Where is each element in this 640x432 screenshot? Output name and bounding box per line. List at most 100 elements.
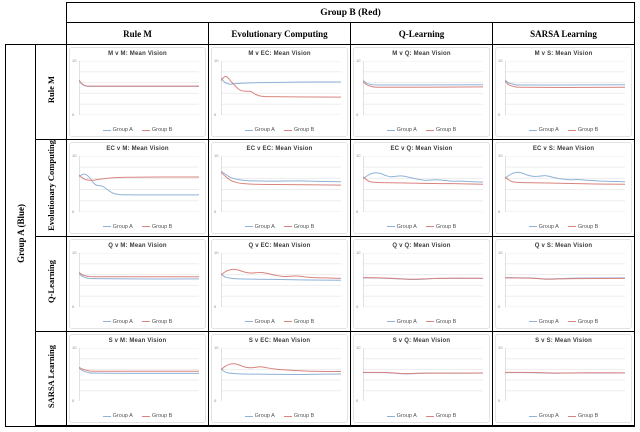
group-b-line-swatch (425, 321, 434, 323)
legend-label-group-b: Group B (293, 223, 315, 230)
chart-cell: M v S: Mean Vision 10 0 Group A Group B (491, 44, 636, 140)
group-a-line-swatch (102, 415, 111, 417)
group-a-line-swatch (244, 226, 253, 228)
chart-cell: S v M: Mean Vision 10 0 Group A Group B (66, 330, 209, 428)
y-axis-max-label: 10 (72, 249, 77, 255)
group-a-line-swatch (528, 129, 537, 131)
chart: M v S: Mean Vision 10 0 Group A Group B (495, 47, 633, 137)
y-axis-max-label: 10 (214, 249, 219, 255)
row-header-evolutionary-computing: Evolutionary Computing (35, 139, 67, 237)
chart-title: S v M: Mean Vision (108, 337, 167, 344)
legend-item-group-a: Group A (386, 223, 417, 230)
legend-item-group-b: Group B (283, 127, 315, 133)
legend-item-group-b: Group B (567, 223, 599, 230)
legend-label-group-a: Group A (254, 413, 275, 420)
group-b-line-swatch (283, 321, 292, 323)
chart: S v M: Mean Vision 10 0 Group A Group B (69, 333, 206, 424)
chart-cell: S v Q: Mean Vision 10 0 Group A Group B (350, 330, 493, 428)
group-a-line-swatch (244, 321, 253, 323)
column-header-sarsa-learning: SARSA Learning (491, 22, 636, 45)
y-axis-min-label: 0 (356, 398, 359, 404)
y-axis-max-label: 10 (214, 58, 219, 63)
legend-label-group-b: Group B (577, 223, 599, 230)
legend-item-group-a: Group A (102, 224, 133, 230)
legend-item-group-a: Group A (528, 224, 559, 230)
legend-label-group-b: Group B (435, 318, 457, 325)
y-axis-max-label: 10 (498, 153, 503, 158)
chart-title: EC v Q: Mean Vision (390, 146, 453, 152)
y-axis-max-label: 10 (214, 344, 219, 350)
chart: Q v S: Mean Vision 10 0 Group A Group B (495, 238, 633, 329)
chart-plot (505, 156, 625, 212)
legend-item-group-b: Group B (567, 127, 598, 133)
group-a-header: Group A (Blue) (5, 44, 36, 427)
chart: Q v M: Mean Vision 10 0 Group A Group B (69, 238, 206, 329)
chart-legend: Group A Group B (496, 413, 631, 419)
chart-legend: Group A Group B (354, 127, 489, 133)
group-b-header: Group B (Red) (65, 2, 636, 23)
chart: Q v Q: Mean Vision 10 0 Group A Group B (353, 238, 490, 329)
y-axis-max-label: 10 (72, 153, 77, 158)
legend-item-group-b: Group B (283, 223, 315, 230)
group-b-line-swatch (141, 129, 150, 131)
legend-item-group-a: Group A (386, 127, 417, 133)
chart-plot (221, 253, 341, 307)
legend-label-group-a: Group A (254, 318, 275, 325)
chart-plot (79, 253, 199, 307)
legend-label-group-b: Group B (151, 223, 173, 230)
legend-label-group-b: Group B (151, 413, 173, 420)
legend-label-group-a: Group A (254, 223, 275, 230)
legend-label-group-a: Group A (396, 223, 417, 230)
chart-cell: EC v S: Mean Vision 10 0 Group A Group B (491, 139, 636, 237)
group-a-line-swatch (528, 226, 537, 228)
group-a-line-swatch (386, 226, 395, 228)
chart-plot (221, 156, 341, 212)
chart-title: M v Q: Mean Vision (392, 51, 451, 57)
y-axis-max-label: 10 (72, 344, 77, 350)
y-axis-min-label: 0 (72, 398, 75, 404)
group-a-line-swatch (386, 415, 395, 417)
chart-title: S v Q: Mean Vision (392, 337, 451, 344)
legend-item-group-a: Group A (528, 413, 559, 419)
legend-label-group-b: Group B (577, 318, 599, 325)
legend-item-group-b: Group B (425, 318, 457, 325)
group-a-line-swatch (244, 415, 253, 417)
chart-plot (221, 61, 341, 115)
chart-plot (505, 61, 625, 115)
legend-label-group-a: Group A (254, 127, 275, 133)
y-axis-min-label: 0 (72, 303, 75, 309)
chart-title: S v EC: Mean Vision (248, 337, 311, 344)
chart-legend: Group A Group B (496, 319, 631, 325)
column-header-rule-m: Rule M (66, 22, 209, 45)
chart-title: EC v M: Mean Vision (106, 146, 169, 152)
chart-cell: S v S: Mean Vision 10 0 Group A Group B (491, 330, 636, 428)
legend-label-group-b: Group B (293, 318, 315, 325)
chart-title: S v S: Mean Vision (535, 337, 592, 344)
legend-label-group-b: Group B (293, 127, 315, 133)
y-axis-min-label: 0 (72, 208, 75, 214)
chart: M v M: Mean Vision 10 0 Group A Group B (69, 47, 206, 137)
chart-cell: Q v M: Mean Vision 10 0 Group A Group B (66, 235, 209, 332)
chart-legend: Group A Group B (70, 224, 205, 230)
y-axis-max-label: 10 (498, 58, 503, 63)
group-b-line-swatch (425, 129, 434, 131)
legend-item-group-a: Group A (386, 413, 417, 419)
chart-legend: Group A Group B (496, 224, 631, 230)
group-a-line-swatch (528, 321, 537, 323)
chart-cell: M v EC: Mean Vision 10 0 Group A Group B (208, 44, 351, 140)
chart-plot (505, 253, 625, 307)
chart: EC v M: Mean Vision 10 0 Group A Group B (69, 142, 206, 234)
y-axis-max-label: 10 (356, 344, 361, 350)
y-axis-min-label: 0 (214, 208, 217, 214)
legend-item-group-b: Group B (425, 127, 456, 133)
chart-legend: Group A Group B (354, 319, 489, 325)
chart-plot (363, 348, 483, 402)
chart: M v Q: Mean Vision 10 0 Group A Group B (353, 47, 490, 137)
y-axis-min-label: 0 (214, 398, 217, 404)
legend-item-group-b: Group B (141, 127, 172, 133)
y-axis-min-label: 0 (72, 112, 75, 117)
chart-plot (505, 348, 625, 402)
chart-title: M v S: Mean Vision (534, 51, 593, 57)
chart-plot (79, 156, 199, 212)
chart-legend: Group A Group B (212, 413, 347, 419)
